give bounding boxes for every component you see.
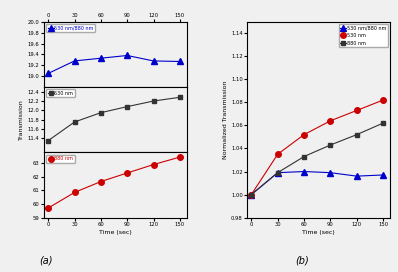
- 530 nm: [275, 153, 280, 156]
- 530 nm/880 nm: [328, 171, 333, 174]
- Legend: 880 nm: 880 nm: [46, 155, 75, 163]
- 530 nm/880 nm: [302, 170, 306, 173]
- 530 nm: [302, 133, 306, 136]
- 880 nm: [354, 133, 359, 136]
- 880 nm: [302, 155, 306, 158]
- X-axis label: Time (sec): Time (sec): [302, 230, 335, 234]
- 530 nm/880 nm: [275, 171, 280, 174]
- 880 nm: [380, 122, 385, 125]
- Legend: 530 nm/880 nm: 530 nm/880 nm: [46, 24, 95, 32]
- 530 nm: [249, 193, 254, 196]
- 530 nm: [380, 98, 385, 102]
- 880 nm: [328, 143, 333, 147]
- 530 nm/880 nm: [249, 193, 254, 196]
- Line: 530 nm/880 nm: 530 nm/880 nm: [249, 169, 386, 197]
- 530 nm: [328, 119, 333, 122]
- 530 nm/880 nm: [354, 175, 359, 178]
- 530 nm/880 nm: [380, 173, 385, 177]
- 880 nm: [275, 171, 280, 174]
- X-axis label: Time (sec): Time (sec): [99, 230, 132, 234]
- 530 nm: [354, 109, 359, 112]
- Line: 530 nm: 530 nm: [249, 97, 386, 197]
- Text: (a): (a): [39, 256, 53, 266]
- Y-axis label: Transmission: Transmission: [19, 99, 24, 140]
- Legend: 530 nm: 530 nm: [46, 89, 75, 97]
- Legend: 530 nm/880 nm, 530 nm, 880 nm: 530 nm/880 nm, 530 nm, 880 nm: [339, 24, 388, 47]
- Y-axis label: Normalized Transmission: Normalized Transmission: [223, 81, 228, 159]
- 880 nm: [249, 193, 254, 196]
- Line: 880 nm: 880 nm: [249, 121, 385, 197]
- Text: (b): (b): [296, 256, 309, 266]
